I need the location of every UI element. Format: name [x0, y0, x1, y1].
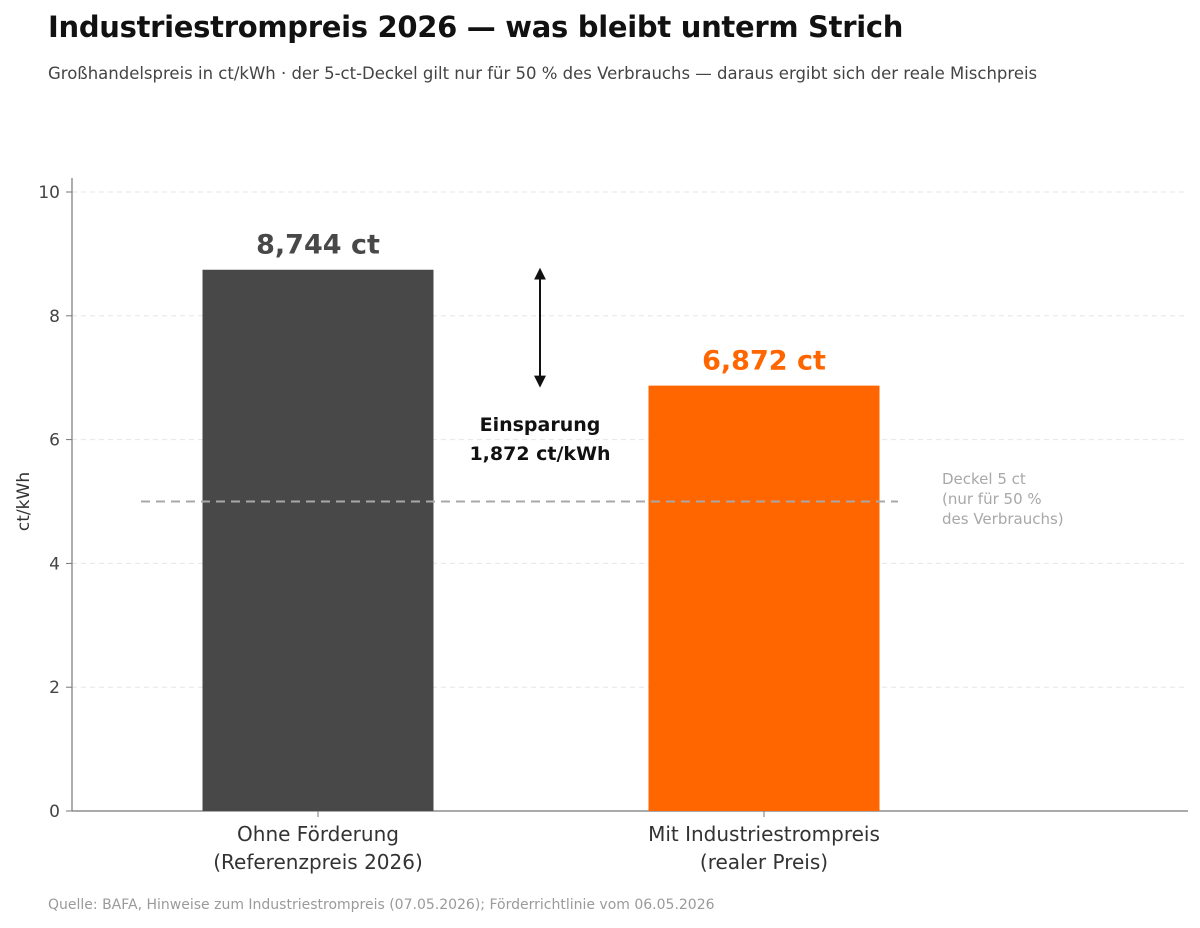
y-tick-label-0: 0 [49, 802, 60, 822]
chart-subtitle: Großhandelspreis in ct/kWh · der 5-ct-De… [48, 64, 1038, 83]
x-tick-label-0-1: (Referenzpreis 2026) [213, 850, 423, 874]
reference-line-label-1: (nur für 50 % [942, 490, 1042, 508]
reference-line-label-2: des Verbrauchs) [942, 510, 1064, 528]
source-note: Quelle: BAFA, Hinweise zum Industriestro… [48, 897, 715, 913]
bar-1 [648, 385, 880, 811]
y-tick-label-4: 4 [49, 554, 60, 574]
y-tick-label-2: 2 [49, 678, 60, 698]
y-axis-label: ct/kWh [14, 472, 34, 531]
y-tick-label-6: 6 [49, 431, 60, 451]
x-tick-label-0-0: Ohne Förderung [237, 822, 399, 846]
x-tick-label-1-1: (realer Preis) [700, 850, 828, 874]
bar-value-label-1: 6,872 ct [702, 346, 826, 377]
x-tick-label-1-0: Mit Industriestrompreis [648, 822, 880, 846]
bar-value-label-0: 8,744 ct [256, 230, 380, 261]
chart-title: Industriestrompreis 2026 — was bleibt un… [48, 10, 904, 44]
y-tick-label-10: 10 [38, 183, 60, 203]
bar-0 [202, 269, 434, 811]
reference-line-label-0: Deckel 5 ct [942, 470, 1026, 488]
savings-label-1: 1,872 ct/kWh [469, 443, 610, 465]
savings-label-0: Einsparung [480, 414, 601, 436]
y-tick-label-8: 8 [49, 307, 60, 327]
